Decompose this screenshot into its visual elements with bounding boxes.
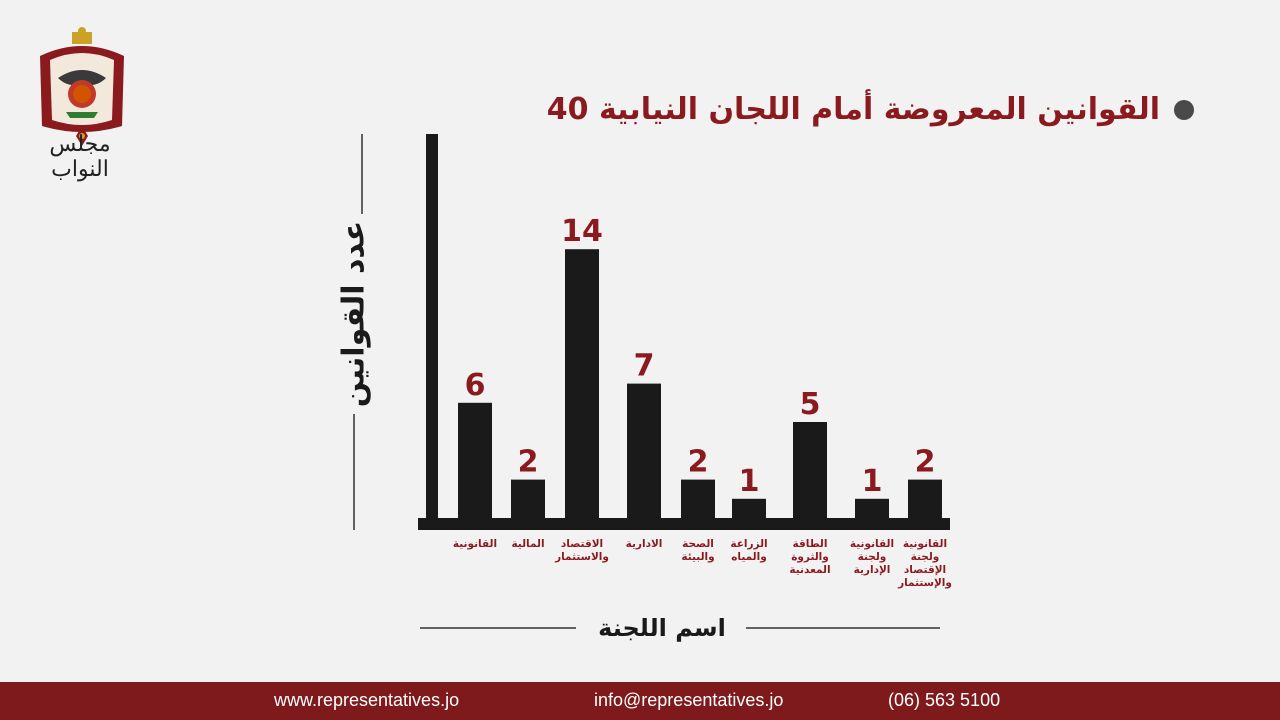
bar-4 — [627, 383, 661, 518]
bar-2 — [511, 479, 545, 518]
x-tick-label-4: الادارية — [626, 538, 663, 550]
logo-caption: مجلس النواب — [49, 132, 111, 182]
x-axis-bar — [418, 518, 950, 530]
bar-value-label-9: 2 — [915, 445, 936, 480]
bar-value-label-5: 2 — [688, 445, 709, 480]
bar-chart: عدد القوانين 6 القانونية 2 المالية 14 الاقتصا… — [337, 134, 952, 642]
bar-5 — [681, 479, 715, 518]
chart-title-row: القوانين المعروضة أمام اللجان النيابية 4… — [547, 92, 1194, 127]
y-axis-label: عدد القوانين — [337, 221, 372, 407]
bar-8 — [855, 498, 889, 518]
bar-3 — [565, 249, 599, 518]
bar-value-label-7: 5 — [800, 387, 821, 422]
bar-value-label-1: 6 — [465, 368, 486, 403]
bar-7 — [793, 422, 827, 518]
footer-phone: (06) 563 5100 — [888, 690, 1001, 710]
x-tick-label-2: المالية — [511, 538, 544, 550]
x-tick-label-8: القانونية ولجنة الإدارية — [850, 538, 894, 576]
bar-6 — [732, 498, 766, 518]
footer-email-link[interactable]: info@representatives.jo — [594, 690, 784, 710]
bar-value-label-6: 1 — [739, 464, 760, 499]
bullet-icon — [1174, 99, 1194, 120]
bars-layer: 6 القانونية 2 المالية 14 الاقتصاد والاستثمار 7 ا… — [453, 214, 952, 589]
bar-value-label-2: 2 — [518, 445, 539, 480]
bar-9 — [908, 479, 942, 518]
x-tick-label-3: الاقتصاد والاستثمار — [554, 538, 609, 563]
bar-value-label-3: 14 — [561, 214, 603, 249]
footer-website-link[interactable]: www.representatives.jo — [274, 690, 460, 710]
footer-bar: www.representatives.jo info@representati… — [0, 682, 1280, 720]
x-tick-label-9: القانونية ولجنة الإقتصاد والإستثمار — [897, 538, 952, 589]
parliament-coat-of-arms-logo — [40, 27, 124, 146]
x-tick-label-1: القانونية — [453, 538, 497, 550]
x-tick-label-7: الطاقة والثروة المعدنية — [789, 538, 830, 576]
x-axis-label: اسم اللجنة — [598, 614, 726, 642]
x-tick-label-5: الصحة والبيئة — [681, 538, 714, 563]
bar-value-label-4: 7 — [634, 349, 655, 384]
bar-value-label-8: 1 — [862, 464, 883, 499]
chart-title: القوانين المعروضة أمام اللجان النيابية 4… — [546, 92, 1160, 127]
y-axis-bar — [426, 134, 438, 530]
x-tick-label-6: الزراعة والمياه — [730, 538, 767, 563]
bar-1 — [458, 402, 492, 518]
